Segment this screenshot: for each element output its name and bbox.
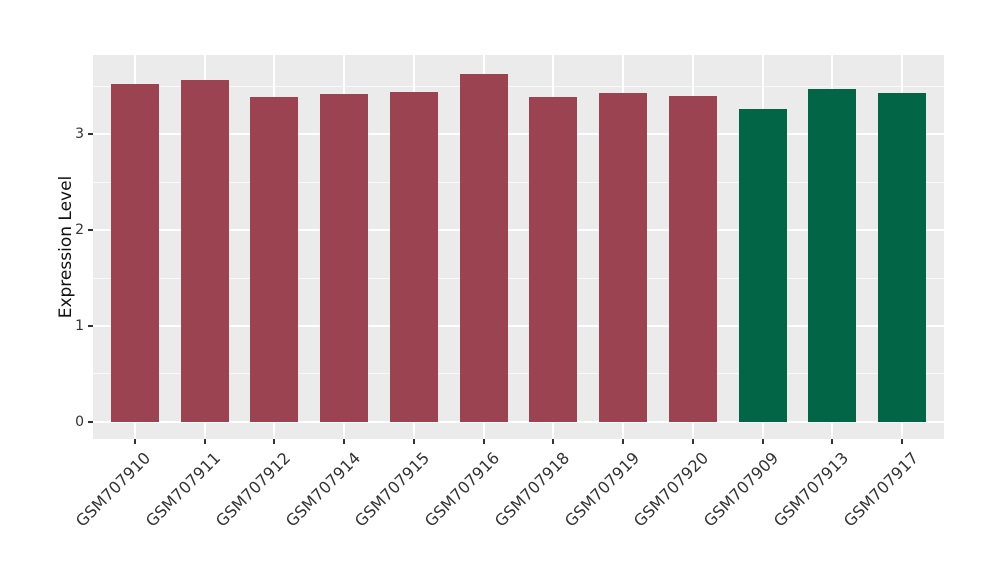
bar-gsm707914 bbox=[320, 94, 369, 422]
y-axis-tick-label: 3 bbox=[75, 126, 84, 143]
x-axis-tick-mark bbox=[133, 439, 136, 444]
bar-gsm707910 bbox=[110, 83, 159, 422]
bar-gsm707919 bbox=[599, 93, 648, 422]
plot-panel bbox=[93, 55, 944, 439]
bar-gsm707912 bbox=[250, 97, 299, 422]
grid-major-line bbox=[93, 229, 944, 232]
x-axis-tick-mark bbox=[482, 439, 485, 444]
x-axis-tick-mark bbox=[831, 439, 834, 444]
x-axis-tick-mark bbox=[343, 439, 346, 444]
grid-major-line bbox=[93, 325, 944, 327]
grid-minor-line bbox=[93, 373, 944, 375]
bar-gsm707909 bbox=[738, 108, 787, 422]
x-axis-tick-mark bbox=[412, 439, 415, 444]
y-axis-tick-label: 2 bbox=[75, 222, 84, 239]
y-axis-title: Expression Level bbox=[56, 175, 76, 319]
bar-gsm707913 bbox=[808, 88, 857, 422]
x-axis-tick-mark bbox=[622, 439, 625, 444]
y-axis-tick-label: 1 bbox=[75, 318, 84, 334]
x-axis-tick-mark bbox=[552, 439, 555, 444]
bar-gsm707918 bbox=[529, 97, 578, 422]
grid-minor-line bbox=[93, 277, 944, 279]
x-axis-tick-mark bbox=[761, 439, 764, 444]
x-axis-tick-mark bbox=[203, 439, 206, 444]
x-axis-tick-mark bbox=[901, 439, 904, 444]
x-axis-tick-mark bbox=[691, 439, 694, 444]
y-axis-tick-mark bbox=[88, 420, 93, 423]
bar-gsm707920 bbox=[668, 96, 717, 422]
grid-minor-line bbox=[93, 181, 944, 183]
y-axis-tick-mark bbox=[88, 229, 93, 232]
bar-gsm707911 bbox=[180, 79, 229, 422]
y-axis-tick-mark bbox=[88, 325, 93, 327]
grid-major-line bbox=[93, 420, 944, 423]
bar-gsm707916 bbox=[459, 74, 508, 422]
x-axis-tick-label: GSM707912 bbox=[211, 448, 295, 531]
x-axis-tick-label: GSM707918 bbox=[490, 448, 574, 531]
bar-gsm707915 bbox=[389, 92, 438, 422]
x-axis-tick-mark bbox=[273, 439, 276, 444]
grid-minor-line bbox=[93, 86, 944, 88]
x-axis-tick-label: GSM707913 bbox=[769, 448, 853, 531]
bar-gsm707917 bbox=[878, 93, 927, 422]
y-axis-tick-mark bbox=[88, 133, 93, 136]
y-axis-tick-label: 0 bbox=[75, 413, 84, 430]
grid-major-line bbox=[93, 133, 944, 136]
